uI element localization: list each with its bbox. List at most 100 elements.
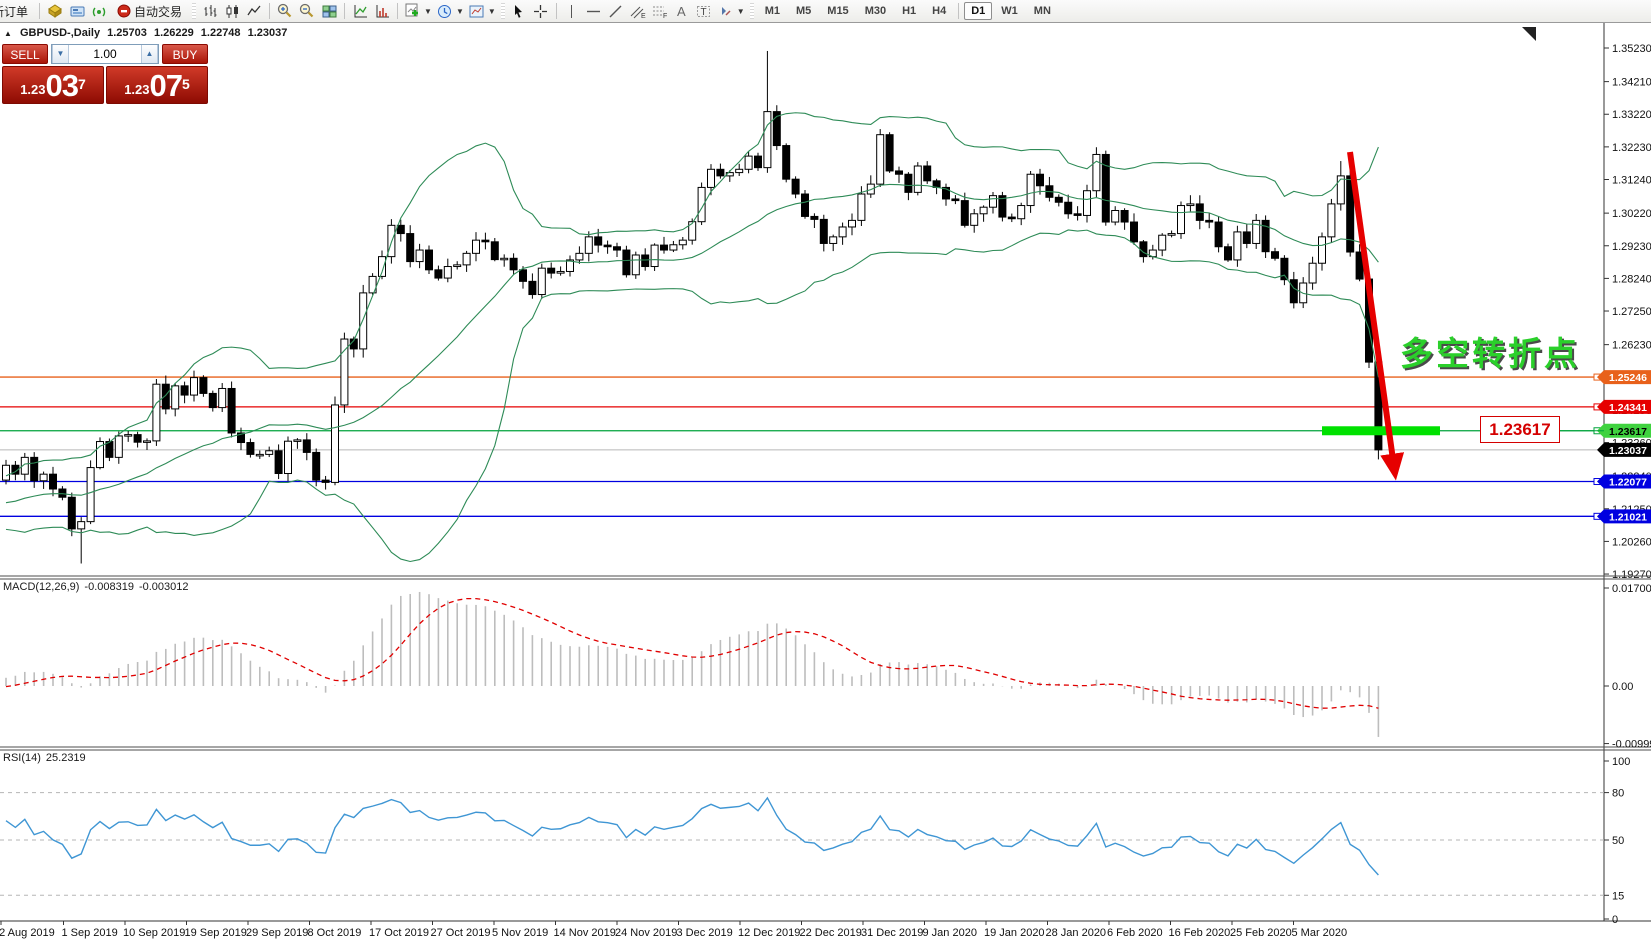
autotrade-button[interactable]: 自动交易	[111, 1, 188, 21]
volume-decrease-button[interactable]: ▼	[52, 45, 69, 63]
price-axis: 1.35230 1.34210 1.33220 1.32230 1.31240 1.302…	[1593, 22, 1651, 921]
tab-timeframe-d1[interactable]: D1	[964, 2, 993, 20]
profiles-caret[interactable]: ▼	[455, 6, 464, 16]
indicators-icon[interactable]	[350, 2, 370, 20]
svg-text:1.26230: 1.26230	[1612, 340, 1651, 352]
buy-price-display[interactable]: 1.23 07 5	[106, 66, 208, 104]
tile-windows-icon[interactable]	[319, 2, 339, 20]
price-level-callout[interactable]: 1.23617	[1480, 416, 1560, 443]
symbol-period: GBPUSD-,Daily	[19, 27, 101, 39]
chart-window-icon[interactable]	[467, 2, 487, 20]
text-tool-icon[interactable]: A	[672, 2, 692, 20]
ohlc-high: 1.26229	[153, 27, 194, 39]
svg-text:29 Sep 2019: 29 Sep 2019	[246, 927, 308, 939]
tab-timeframe-w1[interactable]: W1	[1001, 5, 1018, 17]
vertical-line-tool-icon[interactable]	[562, 2, 582, 20]
svg-text:1.33220: 1.33220	[1612, 109, 1651, 121]
svg-text:5 Mar 2020: 5 Mar 2020	[1292, 927, 1348, 939]
svg-text:12 Dec 2019: 12 Dec 2019	[738, 927, 800, 939]
volume-input[interactable]	[69, 45, 141, 63]
chart-window-caret[interactable]: ▼	[487, 6, 496, 16]
svg-text:1.29230: 1.29230	[1612, 241, 1651, 253]
svg-text:22 Aug 2019: 22 Aug 2019	[0, 927, 55, 939]
svg-text:1.19270: 1.19270	[1612, 569, 1651, 581]
svg-text:28 Jan 2020: 28 Jan 2020	[1046, 927, 1107, 939]
svg-text:A: A	[677, 4, 686, 19]
toolbar-separator	[39, 3, 41, 19]
horizontal-line-tool-icon[interactable]	[584, 2, 604, 20]
bollinger-bands	[5, 112, 1379, 563]
annotation-layer	[1322, 151, 1604, 481]
fibonacci-tool-icon[interactable]: F	[650, 2, 670, 20]
ohlc-close: 1.23037	[247, 27, 288, 39]
tab-timeframe-m1[interactable]: M1	[764, 5, 780, 17]
signal-icon[interactable]	[89, 2, 109, 20]
tab-timeframe-m15[interactable]: M15	[827, 5, 849, 17]
line-chart-type-icon[interactable]	[244, 2, 264, 20]
svg-text:25 Feb 2020: 25 Feb 2020	[1230, 927, 1292, 939]
profiles-clock-icon[interactable]	[435, 2, 455, 20]
shapes-tool-icon[interactable]	[716, 2, 736, 20]
autotrade-icon	[117, 4, 131, 18]
svg-text:19 Jan 2020: 19 Jan 2020	[984, 927, 1045, 939]
svg-text:1.21021: 1.21021	[1609, 511, 1647, 523]
cursor-icon[interactable]	[509, 2, 529, 20]
chart-shift-marker	[1522, 27, 1536, 41]
svg-text:1.25246: 1.25246	[1609, 372, 1647, 384]
svg-text:1.24341: 1.24341	[1609, 402, 1647, 414]
zoom-out-icon[interactable]	[297, 2, 317, 20]
volume-control: ▼ ▲	[51, 44, 159, 64]
new-order-button[interactable]: 新订单	[0, 4, 29, 19]
channel-tool-icon[interactable]: E	[628, 2, 648, 20]
tab-timeframe-m5[interactable]: M5	[796, 5, 812, 17]
svg-text:1.23617: 1.23617	[1609, 426, 1647, 438]
new-chart-caret[interactable]: ▼	[424, 6, 432, 16]
svg-text:-0.00999: -0.00999	[1612, 739, 1651, 751]
svg-text:1.27250: 1.27250	[1612, 306, 1651, 318]
svg-text:3 Dec 2019: 3 Dec 2019	[677, 927, 733, 939]
bar-chart-type-icon[interactable]	[200, 2, 220, 20]
tab-timeframe-mn[interactable]: MN	[1033, 5, 1051, 17]
candles-layer	[2, 50, 1383, 564]
rsi-label: RSI(14) 25.2319	[3, 752, 86, 764]
collapse-triangle-icon[interactable]: ▲	[4, 29, 12, 38]
one-click-trading-panel: SELL ▼ ▲ BUY 1.23 03 7 1.23 07 5	[2, 44, 208, 104]
new-order-cube-icon[interactable]	[45, 2, 65, 20]
svg-text:8 Oct 2019: 8 Oct 2019	[308, 927, 362, 939]
volume-increase-button[interactable]: ▲	[141, 45, 158, 63]
ohlc-low: 1.22748	[200, 27, 241, 39]
shapes-caret[interactable]: ▼	[736, 6, 745, 16]
svg-text:27 Oct 2019: 27 Oct 2019	[431, 927, 491, 939]
tab-timeframe-h1[interactable]: H1	[902, 5, 917, 17]
macd-panel: 0.017007 0.00 -0.00999	[5, 583, 1651, 751]
text-label-tool-icon[interactable]: T	[694, 2, 714, 20]
svg-text:1.30220: 1.30220	[1612, 208, 1651, 220]
tab-timeframe-h4[interactable]: H4	[932, 5, 947, 17]
svg-text:0.017007: 0.017007	[1612, 583, 1651, 595]
buy-button[interactable]: BUY	[162, 44, 208, 64]
zoom-in-icon[interactable]	[275, 2, 295, 20]
tab-timeframe-m30[interactable]: M30	[864, 5, 887, 17]
svg-text:1.32230: 1.32230	[1612, 142, 1651, 154]
crosshair-icon[interactable]	[531, 2, 551, 20]
svg-text:31 Dec 2019: 31 Dec 2019	[861, 927, 923, 939]
sell-price-sup: 7	[78, 76, 86, 92]
trendline-tool-icon[interactable]	[606, 2, 626, 20]
svg-text:1.22077: 1.22077	[1609, 477, 1647, 489]
sell-button[interactable]: SELL	[2, 44, 48, 64]
periods-icon[interactable]	[372, 2, 392, 20]
candlestick-type-icon[interactable]	[222, 2, 242, 20]
rsi-panel: 100 80 50 15 0	[0, 756, 1630, 926]
macd-label: MACD(12,26,9) -0.008319 -0.003012	[3, 581, 189, 593]
svg-text:22 Dec 2019: 22 Dec 2019	[800, 927, 862, 939]
svg-text:19 Sep 2019: 19 Sep 2019	[185, 927, 247, 939]
market-watch-icon[interactable]	[67, 2, 87, 20]
sell-price-big: 03	[45, 68, 79, 103]
sell-price-display[interactable]: 1.23 03 7	[2, 66, 104, 104]
sell-price-small: 1.23	[20, 82, 46, 97]
ohlc-open: 1.25703	[107, 27, 147, 39]
svg-text:14 Nov 2019: 14 Nov 2019	[554, 927, 616, 939]
new-chart-icon[interactable]	[403, 2, 423, 20]
